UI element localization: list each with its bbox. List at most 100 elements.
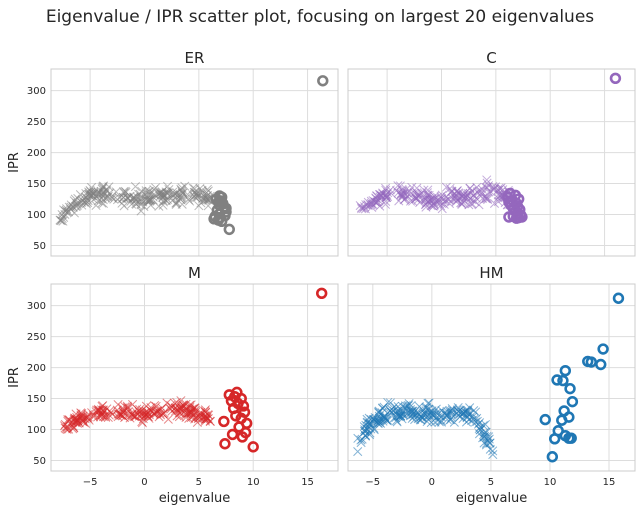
bulk-point-marker [84,189,94,199]
top-eigenvalue-marker [230,410,242,422]
bulk-point-marker [120,413,130,423]
bulk-point-marker [433,198,443,208]
bulk-point-marker [77,409,87,419]
bulk-point-marker [72,201,82,211]
bulk-point-marker [464,200,474,210]
bulk-point-marker [380,412,390,422]
y-tick-label: 250 [27,117,46,128]
bulk-point-marker [191,193,201,203]
bulk-point-marker [423,185,433,195]
top-eigenvalue-marker [595,358,607,371]
bulk-point-marker [190,184,200,194]
y-tick-label: 50 [33,456,46,467]
x-tick-label: 15 [603,477,616,488]
top-eigenvalue-marker [559,364,572,377]
top-eigenvalue-marker [223,389,235,401]
y-tick-label: 300 [27,86,46,97]
bulk-point-marker [424,398,434,408]
bulk-point-marker [396,188,406,198]
top-eigenvalue-points [218,287,328,453]
x-tick-label: 0 [429,477,435,488]
bulk-point-marker [382,416,392,426]
bulk-point-marker [353,447,363,457]
bulk-point-marker [119,188,129,198]
x-tick-label: 15 [301,477,314,488]
bulk-point-marker [433,195,443,205]
axes-frame [50,68,339,257]
bulk-point-marker [488,446,498,456]
bulk-point-marker [119,186,129,197]
bulk-point-marker [441,408,451,418]
y-tick-label: 100 [27,425,46,436]
bulk-point-marker [62,207,72,217]
bulk-point-marker [432,192,442,202]
bulk-point-marker [423,398,433,408]
bulk-point-marker [166,400,176,411]
bulk-point-marker [445,406,455,416]
bulk-point-marker [91,200,101,211]
bulk-point-marker [369,425,379,435]
bulk-point-marker [73,416,83,426]
bulk-point-marker [472,413,482,423]
bulk-point-marker [149,189,159,199]
bulk-point-marker [113,409,123,419]
bulk-point-marker [362,418,372,428]
bulk-point-marker [198,193,208,203]
bulk-point-marker [186,408,196,419]
panel-title: HM [479,264,503,282]
x-tick-label: 0 [141,477,147,488]
bulk-point-marker [413,191,423,201]
bulk-point-marker [481,438,492,448]
top-eigenvalue-marker [236,431,249,443]
top-eigenvalue-marker [564,382,576,395]
top-eigenvalue-points [208,75,329,236]
bulk-point-marker [83,413,93,423]
bulk-point-marker [62,204,72,214]
top-eigenvalue-marker [546,451,559,463]
bulk-point-marker [478,430,489,440]
axes-frame [347,283,636,472]
bulk-point-marker [488,450,498,460]
bulk-point-marker [183,189,193,199]
panel-c: C [347,49,636,257]
bulk-point-marker [183,192,193,202]
bulk-point-marker [477,189,487,200]
bulk-point-marker [189,187,199,197]
bulk-point-marker [398,410,408,420]
y-tick-label: 200 [27,363,46,374]
bulk-point-marker [75,190,85,200]
x-axis-label: eigenvalue [159,491,231,506]
top-eigenvalue-marker [563,432,575,444]
bulk-eigenvalue-points [353,397,498,460]
bulk-point-marker [71,416,81,426]
bulk-point-marker [158,192,168,202]
bulk-point-marker [69,423,79,433]
bulk-point-marker [83,198,93,208]
top-eigenvalue-marker [233,421,245,433]
top-eigenvalue-marker [556,414,568,426]
bulk-point-marker [358,203,369,214]
bulk-point-marker [171,198,181,208]
bulk-point-marker [57,209,67,220]
bulk-point-marker [357,204,367,214]
bulk-point-marker [177,401,187,411]
bulk-point-marker [385,185,395,195]
bulk-point-marker [482,193,492,203]
top-eigenvalue-marker [223,223,235,236]
bulk-point-marker [373,416,383,426]
top-eigenvalue-marker [218,415,230,428]
bulk-point-marker [131,199,141,209]
bulk-point-marker [462,412,472,422]
top-eigenvalue-marker [557,374,569,387]
bulk-point-marker [446,414,456,425]
bulk-point-marker [356,438,366,448]
panel-m: 50 100 150 200 250 300 −5 0 5 10 15 M IPR eigenvalue [7,264,339,506]
bulk-point-marker [144,186,154,196]
bulk-point-marker [363,425,373,435]
bulk-point-marker [124,410,134,420]
bulk-point-marker [414,410,424,420]
bulk-point-marker [366,196,376,206]
bulk-point-marker [489,198,500,208]
top-eigenvalue-marker [539,413,551,426]
top-eigenvalue-marker [566,395,579,408]
